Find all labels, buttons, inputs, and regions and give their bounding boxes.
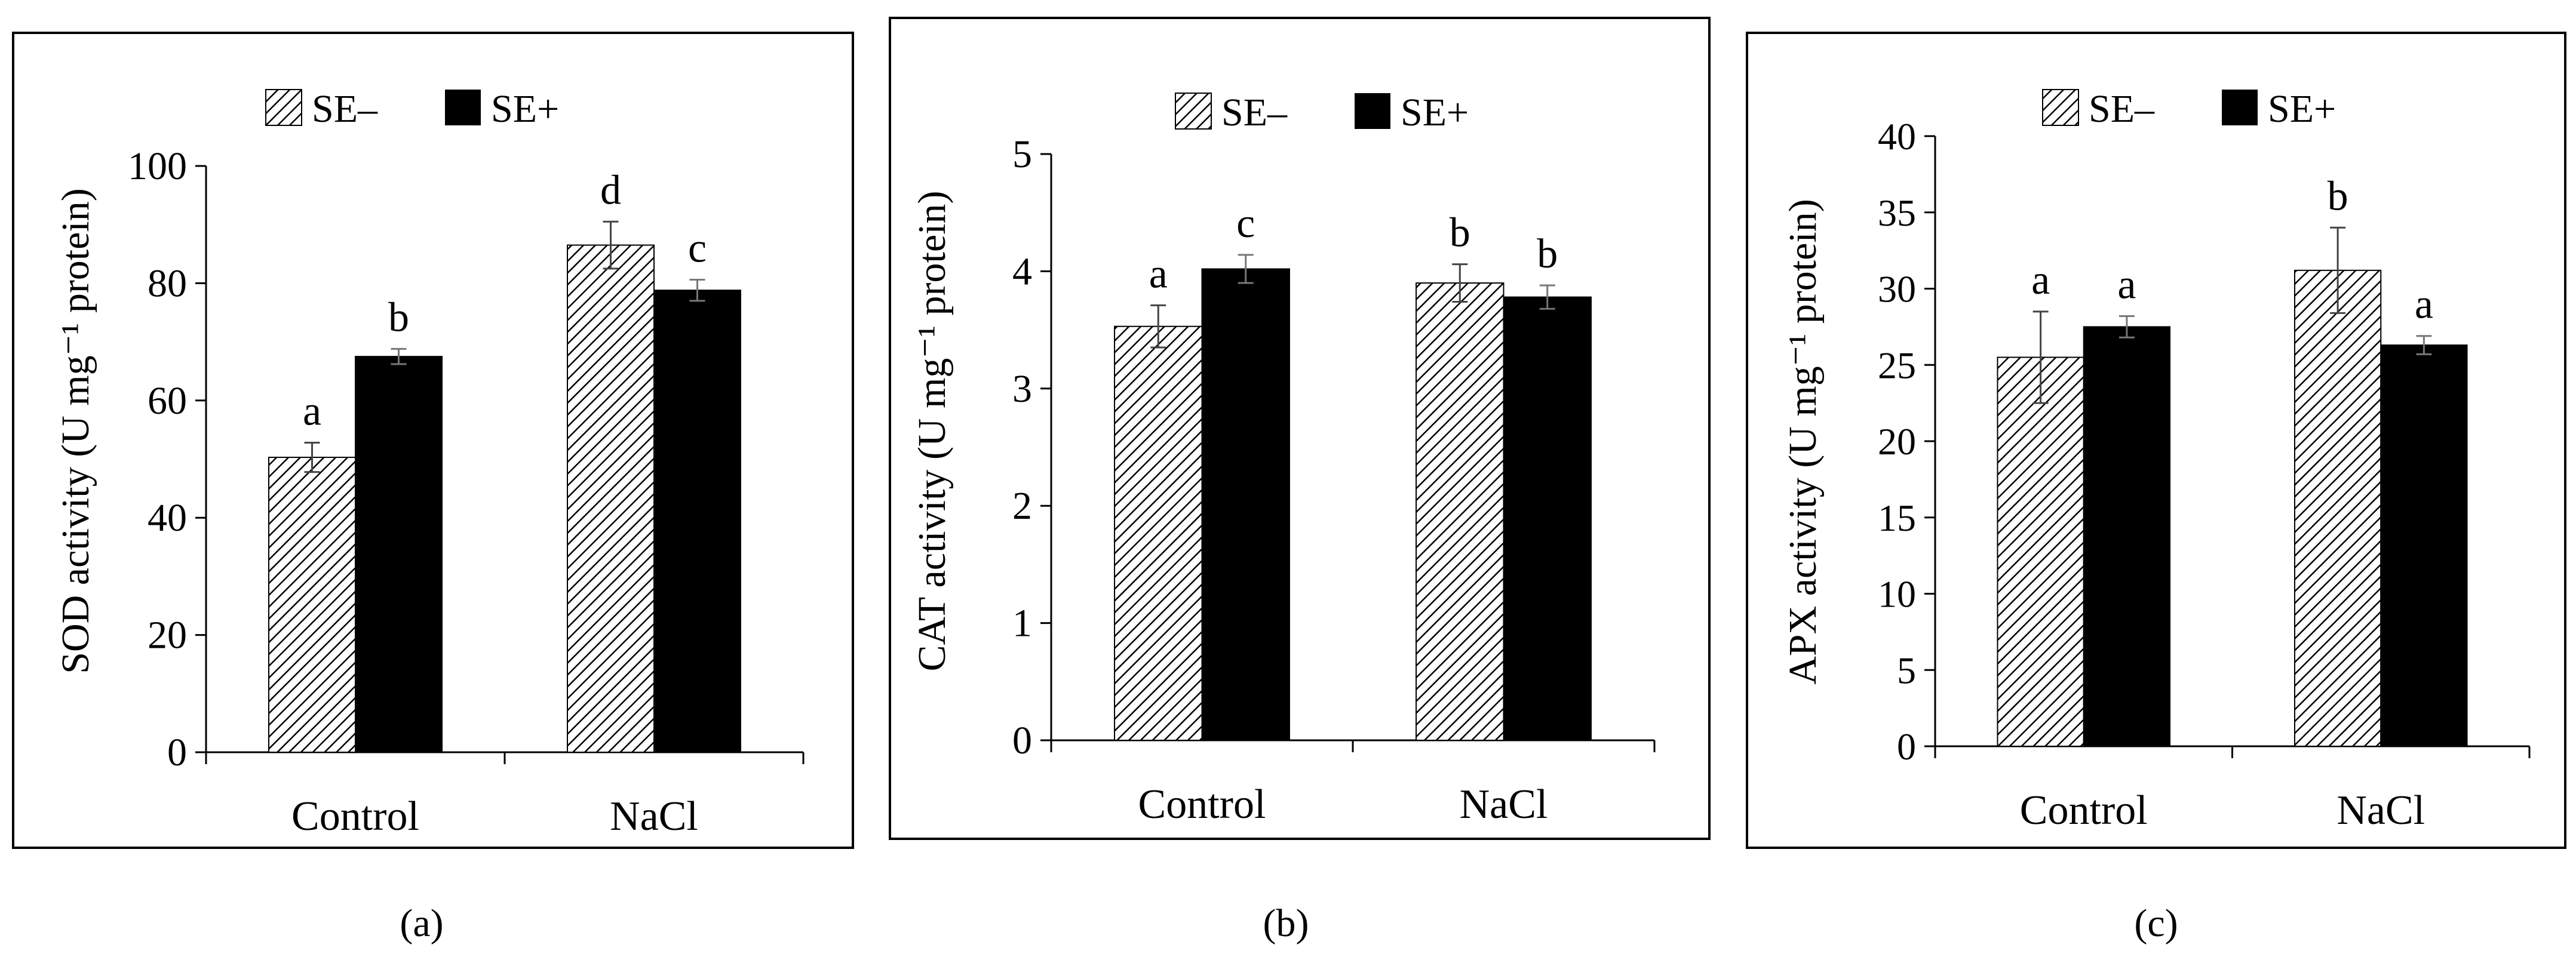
panel-b-label: (b): [1263, 901, 1309, 945]
panel-b-legend: SE– SE+: [1175, 91, 1469, 134]
significance-letter: b: [1450, 210, 1470, 256]
panel-c-y-axis-title: APX activity (U mg⁻¹ protein): [1781, 199, 1825, 685]
legend-swatch-se-minus: [2042, 89, 2079, 126]
bar-se-plus-nacl: [2380, 344, 2468, 747]
legend-label-se-plus: SE+: [2268, 87, 2336, 131]
bar-se-plus-control: [355, 356, 443, 753]
x-tick-label-control: Control: [1138, 781, 1266, 827]
significance-letter: b: [388, 294, 409, 340]
panel-b-plot: 0 1 2 3 4 5 Control a c NaCl b b: [1012, 133, 1656, 827]
bar-se-minus-nacl: [567, 244, 655, 753]
y-tick-label: 10: [1878, 573, 1916, 616]
y-tick-label: 15: [1878, 497, 1916, 539]
bar-se-plus-control: [2083, 326, 2171, 747]
y-tick-label: 40: [148, 496, 187, 540]
bar-se-minus-nacl: [2293, 269, 2382, 747]
y-tick-label: 20: [148, 614, 187, 657]
legend-label-se-minus: SE–: [2089, 87, 2155, 131]
y-tick-label: 30: [1878, 268, 1916, 310]
panel-a-y-axis-title: SOD activity (U mg⁻¹ protein): [54, 188, 97, 674]
y-tick-label: 1: [1012, 602, 1032, 645]
panel-c-frame: [1746, 32, 2566, 849]
panel-c: SE– SE+ APX activity (U mg⁻¹ protein) 0 5…: [1746, 32, 2566, 945]
significance-letter: c: [1236, 201, 1255, 247]
y-tick-label: 5: [1012, 133, 1032, 176]
significance-letter: a: [2415, 282, 2433, 328]
y-tick-label: 0: [1012, 719, 1032, 762]
significance-letter: a: [2117, 261, 2136, 307]
y-tick-label: 4: [1012, 250, 1032, 293]
legend-label-se-plus: SE+: [491, 87, 559, 131]
panel-b-frame: [889, 17, 1711, 840]
bar-se-plus-nacl: [653, 290, 741, 753]
legend-label-se-plus: SE+: [1401, 91, 1469, 134]
y-tick-label: 80: [148, 261, 187, 305]
legend-label-se-minus: SE–: [312, 87, 378, 131]
bar-se-plus-control: [1201, 268, 1290, 741]
significance-letter: c: [688, 226, 707, 272]
panel-a-legend: SE– SE+: [265, 87, 559, 131]
x-tick-label-nacl: NaCl: [2336, 787, 2425, 833]
legend-swatch-se-plus: [2222, 90, 2258, 125]
significance-letter: b: [2328, 173, 2348, 219]
significance-letter: b: [1537, 231, 1558, 277]
panel-b: SE– SE+ CAT activity (U mg⁻¹ protein) 0 1…: [889, 17, 1711, 945]
significance-letter: a: [2031, 257, 2050, 303]
significance-letter: d: [600, 167, 621, 213]
panel-c-legend: SE– SE+: [2042, 87, 2336, 131]
bar-se-minus-control: [268, 457, 356, 753]
y-tick-label: 20: [1878, 420, 1916, 463]
legend-swatch-se-minus: [265, 89, 302, 126]
y-tick-label: 100: [128, 144, 187, 188]
significance-letter: a: [1149, 251, 1168, 297]
x-tick-label-control: Control: [291, 793, 419, 839]
significance-letter: a: [303, 389, 321, 435]
bar-se-minus-control: [1114, 325, 1203, 741]
x-tick-label-nacl: NaCl: [610, 793, 698, 839]
panel-c-label: (c): [2134, 901, 2178, 945]
y-tick-label: 5: [1897, 649, 1916, 691]
legend-swatch-se-plus: [445, 90, 481, 125]
panel-a-frame: [12, 32, 854, 849]
panel-b-y-axis-title: CAT activity (U mg⁻¹ protein): [910, 191, 954, 672]
y-tick-label: 0: [167, 731, 187, 774]
legend-label-se-minus: SE–: [1221, 91, 1288, 134]
y-tick-label: 35: [1878, 192, 1916, 234]
y-tick-label: 2: [1012, 484, 1032, 528]
y-tick-label: 0: [1897, 725, 1916, 768]
bar-se-plus-nacl: [1503, 296, 1592, 741]
y-tick-label: 25: [1878, 344, 1916, 386]
panel-a: SE– SE+ SOD activity (U mg⁻¹ protein) 0 2…: [12, 32, 854, 945]
y-tick-label: 3: [1012, 367, 1032, 411]
x-tick-label-control: Control: [2020, 787, 2148, 833]
panel-a-plot: 0 20 40 60 80 100 Control a b NaCl d c: [128, 144, 805, 839]
panel-a-label: (a): [400, 901, 443, 945]
bar-se-minus-nacl: [1416, 282, 1505, 741]
x-tick-label-nacl: NaCl: [1460, 781, 1548, 827]
y-tick-label: 40: [1878, 115, 1916, 158]
legend-swatch-se-minus: [1175, 93, 1212, 130]
legend-swatch-se-plus: [1355, 93, 1390, 129]
bar-se-minus-control: [1997, 356, 2084, 747]
y-tick-label: 60: [148, 379, 187, 423]
panel-c-plot: 0 5 10 15 20 25 30 35 40 Control a a NaCl b a: [1878, 115, 2531, 833]
